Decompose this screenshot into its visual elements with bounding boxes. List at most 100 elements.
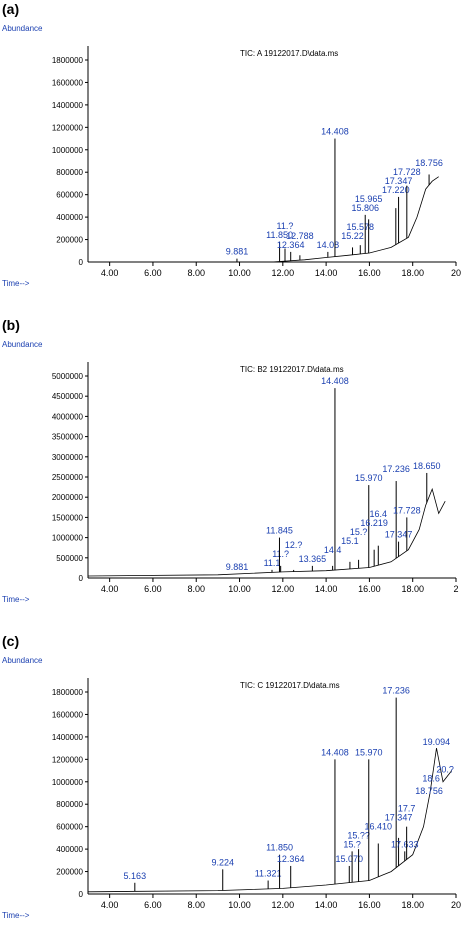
y-tick-label: 1400000 [52, 733, 84, 742]
panel-c: (c) Abundance Time--> TIC: C 19122017.D\dat… [0, 632, 474, 948]
y-tick-label: 1800000 [52, 688, 84, 697]
peak-label: 15.578 [347, 222, 375, 232]
peak-label: 12.? [285, 540, 303, 550]
peak-label: 17.347 [385, 530, 413, 540]
peak-label: 14.408 [321, 747, 349, 757]
y-tick-label: 1000000 [52, 778, 84, 787]
y-tick-label: 1200000 [52, 755, 84, 764]
time-label: Time--> [2, 279, 30, 288]
y-tick-label: 200000 [56, 236, 83, 245]
peak-label: 17.633 [391, 839, 419, 849]
chromatogram-c: (c) Abundance Time--> TIC: C 19122017.D\dat… [2, 633, 461, 920]
chart-title: TIC: C 19122017.D\data.ms [240, 681, 340, 690]
y-tick-label: 1600000 [52, 710, 84, 719]
panel-label: (a) [2, 1, 19, 17]
x-tick-label: 16.00 [358, 268, 381, 278]
y-tick-label: 400000 [56, 213, 83, 222]
peak-label: 14.4 [324, 545, 342, 555]
peak-label: 15.? [343, 839, 361, 849]
peak-label: 19.094 [423, 737, 451, 747]
y-tick-label: 2000000 [52, 493, 84, 502]
peak-label: 11.850 [266, 230, 293, 240]
peak-label: 16.4 [370, 509, 388, 519]
peak-label: 13.365 [299, 554, 327, 564]
peak-label: 12.788 [286, 231, 314, 241]
y-tick-label: 600000 [56, 823, 83, 832]
x-tick-label: 20 [451, 900, 461, 910]
x-tick-label: 12.00 [272, 900, 295, 910]
x-tick-label: 6.00 [144, 584, 162, 594]
peak-label: 12.364 [277, 854, 305, 864]
y-tick-label: 4500000 [52, 392, 84, 401]
x-tick-label: 16.00 [358, 900, 381, 910]
peak-label: 15.070 [336, 854, 364, 864]
y-tick-label: 1000000 [52, 146, 84, 155]
abundance-label: Abundance [2, 656, 43, 665]
peak-label: 17.236 [382, 464, 410, 474]
y-tick-label: 800000 [56, 800, 83, 809]
peak-label: 9.881 [226, 247, 249, 257]
peak-label: 16.219 [360, 518, 388, 528]
y-tick-label: 1400000 [52, 101, 84, 110]
time-label: Time--> [2, 595, 30, 604]
peak-label: 17.728 [393, 505, 421, 515]
peak-label: 12.364 [277, 240, 305, 250]
y-tick-label: 1500000 [52, 513, 84, 522]
x-tick-label: 10.00 [228, 584, 251, 594]
x-tick-label: 12.00 [272, 584, 295, 594]
peak-label: 15.1 [341, 536, 359, 546]
peak-label: 20.? [436, 765, 454, 775]
peak-label: 14.08 [317, 240, 340, 250]
x-tick-label: 4.00 [101, 268, 119, 278]
peak-label: 18.756 [415, 158, 443, 168]
y-tick-label: 600000 [56, 191, 83, 200]
peak-label: 16.410 [365, 821, 393, 831]
peak-label: 17.236 [382, 686, 410, 696]
peak-label: 15.970 [355, 473, 383, 483]
chart-title: TIC: A 19122017.D\data.ms [240, 49, 338, 58]
peak-label: 9.224 [211, 857, 234, 867]
peak-label: 15.965 [355, 194, 383, 204]
x-tick-label: 14.00 [315, 900, 338, 910]
tic-trace [87, 748, 453, 893]
peak-label: 11.845 [266, 526, 293, 536]
x-tick-label: 4.00 [101, 900, 119, 910]
peak-label: 15.22 [341, 231, 364, 241]
x-tick-label: 12.00 [272, 268, 295, 278]
abundance-label: Abundance [2, 24, 43, 33]
peak-label: 17.7 [398, 803, 416, 813]
panel-label: (c) [2, 633, 19, 649]
chromatogram-b: (b) Abundance Time--> TIC: B2 19122017.D\da… [2, 317, 459, 604]
x-tick-label: 18.00 [401, 900, 424, 910]
peak-label: 18.650 [413, 461, 441, 471]
x-tick-label: 14.00 [315, 584, 338, 594]
peak-label: 11.? [277, 221, 294, 231]
abundance-label: Abundance [2, 340, 43, 349]
panel-b: (b) Abundance Time--> TIC: B2 19122017.D\da… [0, 316, 474, 632]
peak-label: 17.220 [382, 185, 410, 195]
peak-label: 15.?? [347, 830, 370, 840]
x-tick-label: 18.00 [401, 584, 424, 594]
peak-label: 15.806 [351, 203, 379, 213]
peak-label: 15.? [350, 527, 368, 537]
x-tick-label: 10.00 [228, 268, 251, 278]
y-tick-label: 1600000 [52, 78, 84, 87]
y-tick-label: 0 [79, 258, 84, 267]
peak-label: 15.970 [355, 747, 383, 757]
y-tick-label: 0 [79, 574, 84, 583]
peak-label: 11.321 [255, 869, 282, 879]
x-tick-label: 18.00 [401, 268, 424, 278]
y-tick-label: 500000 [56, 554, 83, 563]
peak-label: 18.6 [422, 774, 440, 784]
y-tick-label: 3500000 [52, 433, 84, 442]
peak-label: 14.408 [321, 376, 349, 386]
panel-a: (a) Abundance Time--> TIC: A 19122017.D\dat… [0, 0, 474, 316]
chart-title: TIC: B2 19122017.D\data.ms [240, 365, 344, 374]
peak-label: 11.? [272, 549, 289, 559]
x-tick-label: 4.00 [101, 584, 119, 594]
y-tick-label: 2500000 [52, 473, 84, 482]
peak-label: 18.756 [415, 786, 443, 796]
x-tick-label: 20 [451, 268, 461, 278]
x-tick-label: 10.00 [228, 900, 251, 910]
peak-label: 17.347 [385, 812, 413, 822]
